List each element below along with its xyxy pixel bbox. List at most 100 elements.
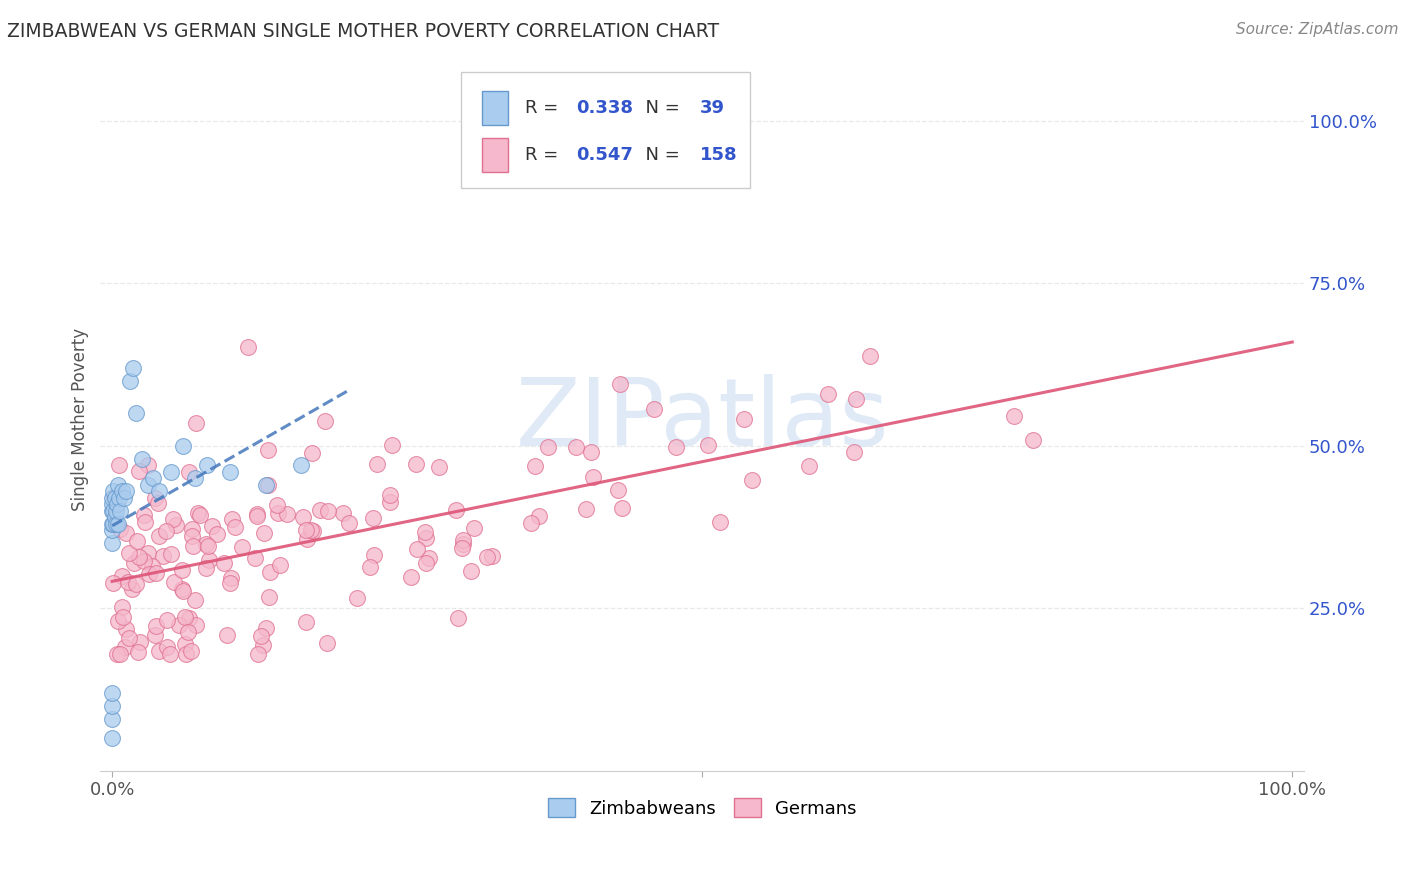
Point — [107, 477, 129, 491]
Point — [290, 458, 312, 472]
Point — [186, 506, 208, 520]
Point — [103, 503, 125, 517]
Point — [361, 511, 384, 525]
Text: 39: 39 — [700, 99, 725, 117]
Legend: Zimbabweans, Germans: Zimbabweans, Germans — [540, 791, 865, 825]
Point — [160, 547, 183, 561]
Point — [236, 340, 259, 354]
Point — [481, 549, 503, 563]
Point — [195, 458, 218, 472]
Point — [145, 566, 167, 581]
Point — [363, 548, 385, 562]
Point — [582, 470, 605, 484]
Point — [184, 416, 207, 430]
Point — [859, 349, 882, 363]
Point — [159, 647, 181, 661]
Point — [162, 512, 184, 526]
Text: R =: R = — [526, 99, 564, 117]
Point — [134, 554, 156, 568]
Point — [180, 522, 202, 536]
FancyBboxPatch shape — [482, 138, 509, 172]
Point — [246, 508, 269, 523]
Point — [1022, 434, 1045, 448]
Point — [108, 522, 131, 536]
Point — [179, 611, 201, 625]
Point — [115, 484, 138, 499]
Point — [169, 618, 191, 632]
Point — [148, 644, 170, 658]
Point — [136, 477, 159, 491]
Point — [799, 458, 821, 473]
Point — [219, 570, 242, 584]
Point — [219, 576, 242, 591]
Point — [215, 628, 238, 642]
Point — [359, 560, 381, 574]
Point — [170, 563, 193, 577]
Point — [256, 478, 278, 492]
Point — [114, 640, 136, 654]
Point — [523, 458, 546, 473]
Point — [163, 575, 186, 590]
Point — [564, 440, 586, 454]
Point — [366, 457, 388, 471]
Point — [709, 515, 731, 529]
Point — [243, 550, 266, 565]
Point — [138, 566, 160, 581]
Text: 0.547: 0.547 — [576, 146, 633, 164]
Point — [463, 521, 485, 535]
Point — [249, 629, 271, 643]
Y-axis label: Single Mother Poverty: Single Mother Poverty — [72, 328, 89, 511]
Point — [475, 550, 498, 565]
Point — [415, 556, 437, 570]
Text: N =: N = — [634, 99, 685, 117]
Point — [231, 541, 253, 555]
Point — [101, 712, 124, 726]
Point — [254, 477, 277, 491]
Point — [173, 609, 195, 624]
Point — [378, 488, 401, 502]
Point — [247, 647, 270, 661]
Text: Source: ZipAtlas.com: Source: ZipAtlas.com — [1236, 22, 1399, 37]
Point — [845, 392, 868, 406]
Point — [378, 495, 401, 509]
Point — [115, 622, 138, 636]
Point — [529, 508, 551, 523]
Point — [179, 465, 201, 479]
Point — [125, 533, 148, 548]
Point — [117, 631, 139, 645]
Point — [259, 590, 281, 604]
Point — [122, 360, 145, 375]
Point — [177, 625, 200, 640]
FancyBboxPatch shape — [461, 72, 751, 188]
Point — [108, 491, 131, 505]
Point — [180, 644, 202, 658]
Point — [101, 516, 124, 531]
Point — [451, 533, 474, 548]
Point — [842, 445, 865, 459]
Point — [101, 491, 124, 505]
Point — [219, 465, 242, 479]
Text: ZIPatlas: ZIPatlas — [516, 374, 889, 466]
Point — [136, 546, 159, 560]
Point — [110, 484, 132, 499]
Point — [665, 440, 688, 454]
Point — [269, 558, 291, 573]
Point — [205, 526, 228, 541]
Point — [141, 558, 163, 573]
Point — [103, 576, 125, 591]
Point — [101, 523, 124, 537]
Point — [107, 614, 129, 628]
Point — [148, 484, 170, 499]
Point — [101, 686, 124, 700]
Point — [221, 512, 243, 526]
Point — [252, 638, 274, 652]
Point — [172, 583, 194, 598]
Point — [405, 457, 427, 471]
Point — [134, 515, 156, 529]
Point — [418, 551, 440, 566]
Point — [125, 577, 148, 591]
Point — [733, 411, 755, 425]
Point — [128, 635, 150, 649]
Point — [172, 439, 194, 453]
Point — [103, 491, 125, 505]
